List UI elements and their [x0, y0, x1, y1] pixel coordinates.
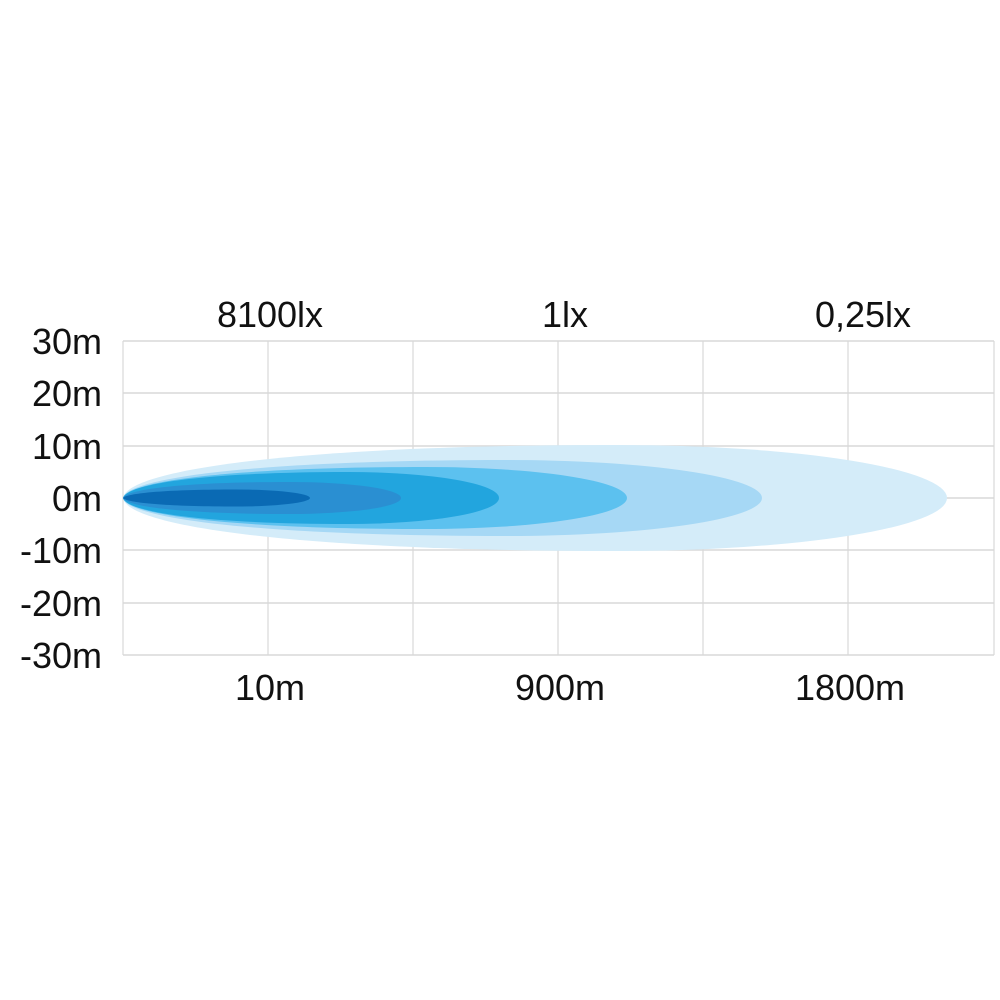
y-tick-label: -20m	[20, 583, 102, 624]
x-tick-label: 10m	[235, 667, 305, 708]
y-tick-label: -10m	[20, 530, 102, 571]
y-tick-label: 20m	[32, 373, 102, 414]
lux-label: 0,25lx	[815, 294, 911, 335]
x-axis-labels: 10m 900m 1800m	[235, 667, 905, 708]
x-tick-label: 1800m	[795, 667, 905, 708]
lux-label: 1lx	[542, 294, 588, 335]
y-tick-label: 30m	[32, 321, 102, 362]
y-tick-label: 0m	[52, 478, 102, 519]
lux-label: 8100lx	[217, 294, 323, 335]
lux-labels: 8100lx 1lx 0,25lx	[217, 294, 911, 335]
y-tick-label: 10m	[32, 426, 102, 467]
x-tick-label: 900m	[515, 667, 605, 708]
beam-zones	[123, 445, 947, 551]
beam-zone-6	[123, 489, 310, 507]
y-axis-labels: 30m 20m 10m 0m -10m -20m -30m	[20, 321, 102, 676]
y-tick-label: -30m	[20, 635, 102, 676]
